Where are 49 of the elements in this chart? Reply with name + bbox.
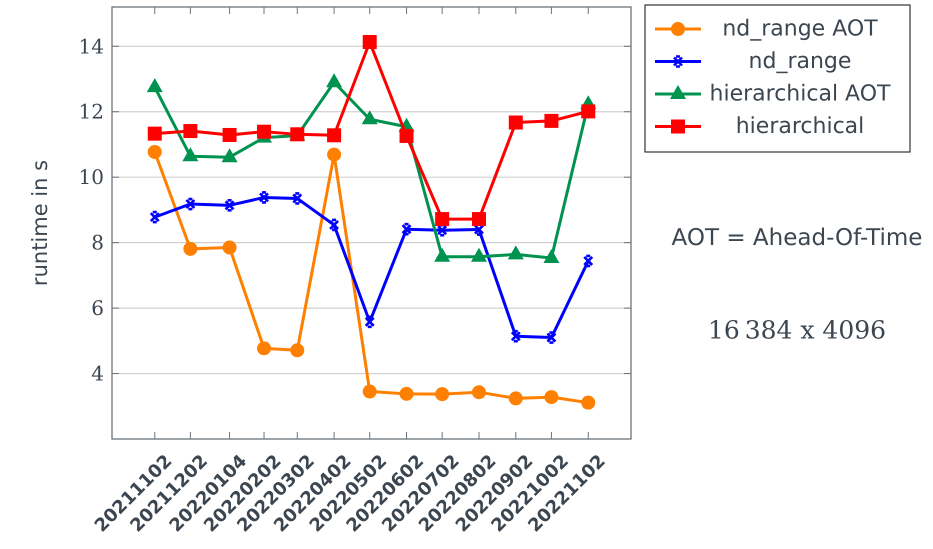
point [544,114,558,128]
point [185,198,196,210]
point [472,385,486,400]
point [546,331,557,344]
point [290,343,304,358]
point [224,199,235,212]
legend-label: nd_range [748,49,852,74]
point [582,254,594,268]
point [581,396,596,410]
legend-label: hierarchical [736,114,864,139]
point [508,391,523,406]
point [401,222,412,236]
point [258,191,270,204]
point [581,104,596,118]
point [257,341,272,356]
point [222,240,237,255]
point [362,35,377,50]
text: 16 384 x 4096 [708,316,886,344]
point [327,128,342,142]
point [183,242,198,256]
point [435,212,450,226]
point [328,218,340,232]
point [148,144,162,159]
legend-label: nd_range AOT [722,16,878,42]
point [400,386,414,401]
point [544,390,558,404]
point [510,330,522,343]
point [435,387,450,402]
text: AOT = Ahead-Of-Time [672,225,922,251]
point [364,316,376,328]
point [257,124,272,139]
point [400,128,414,143]
legend-label: hierarchical AOT [710,82,892,106]
point [292,192,303,205]
point [222,128,237,142]
point [149,210,160,224]
point [472,212,486,226]
point [183,124,198,138]
y-tick-label: 14 [78,34,104,58]
y-tick-label: 12 [78,100,104,124]
y-axis-title: runtime in s [28,160,52,286]
y-tick-label: 6 [91,296,104,320]
point [327,148,342,162]
point [148,126,162,141]
point [362,384,377,399]
y-tick-label: 10 [78,165,104,190]
y-tick-label: 8 [91,230,104,255]
point [508,116,523,130]
y-tick-label: 4 [91,362,104,386]
